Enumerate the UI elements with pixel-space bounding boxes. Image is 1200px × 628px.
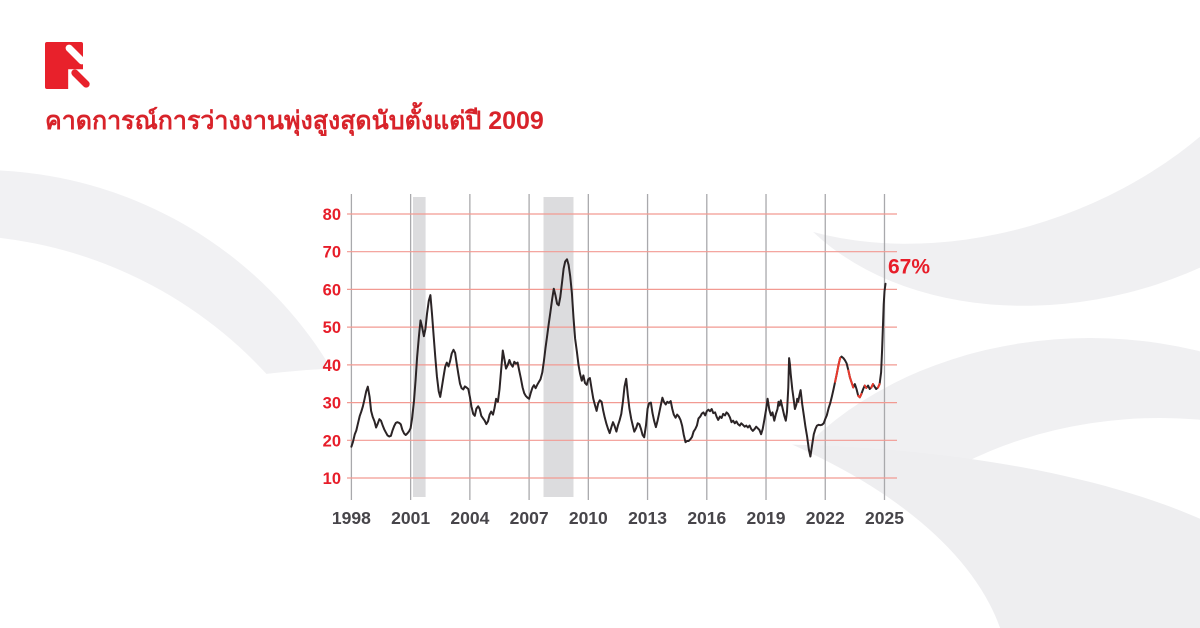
series-highlight-segment [847,369,855,389]
unemployment-expectations-chart: 1998 2001 2004 2007 2010 2013 2016 2019 2022 2025… [295,180,955,550]
series-highlight-segment [870,383,874,389]
x-tick-label: 2025 [865,508,904,528]
series-highlight-segment [857,392,863,399]
y-tick-label: 50 [323,319,341,337]
logo-slash-red-icon [69,67,92,90]
x-tick-label: 2022 [806,508,845,528]
x-tick-label: 2013 [628,508,667,528]
y-tick-label: 30 [323,395,341,413]
x-tick-label: 2001 [391,508,430,528]
y-tick-label: 80 [323,206,341,224]
x-tick-label: 2007 [510,508,549,528]
recession-band [543,197,574,497]
y-tick-label: 20 [323,432,341,450]
page-title: คาดการณ์การว่างงานพุ่งสูงสุดนับตั้งแต่ปี… [45,107,544,135]
y-tick-label: 10 [323,470,341,488]
series-line-expect-unemployment-to-rise-pct [350,258,887,458]
x-tick-label: 2010 [569,508,608,528]
x-tick-label: 2004 [450,508,489,528]
series-highlight-segment [863,384,868,389]
y-tick-label: 60 [323,281,341,299]
today-news-logo [45,42,93,90]
x-tick-label: 2016 [687,508,726,528]
series-highlight-segment [834,357,842,383]
line-chart-svg: 1998 2001 2004 2007 2010 2013 2016 2019 2022 2025… [323,194,930,528]
series-highlight-segment [877,383,881,389]
x-tick-label: 2019 [747,508,786,528]
latest-value-annotation: 67% [888,256,930,279]
logo-square [45,42,83,89]
y-tick-label: 40 [323,357,341,375]
recession-band [413,197,426,497]
y-tick-label: 70 [323,244,341,262]
x-tick-label: 1998 [332,508,371,528]
